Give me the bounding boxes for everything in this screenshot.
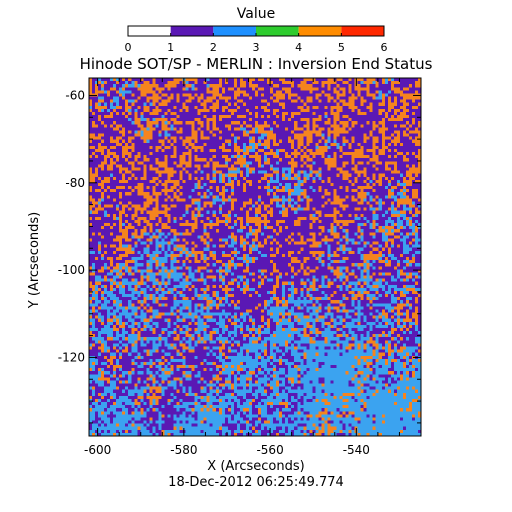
x-tick-label: -540 (343, 443, 370, 457)
inversion-status-image (89, 78, 421, 436)
colorbar-band (170, 26, 214, 36)
x-axis-label: X (Arcseconds) (207, 459, 304, 474)
y-tick-label: -60 (65, 88, 85, 102)
colorbar-tick-label: 2 (210, 41, 217, 54)
x-tick-label: -580 (170, 443, 197, 457)
colorbar-band (213, 26, 256, 36)
colorbar-tick-label: 5 (338, 41, 345, 54)
y-tick-label: -100 (58, 263, 85, 277)
x-tick-label: -600 (84, 443, 111, 457)
y-axis-label: Y (Arcseconds) (27, 212, 42, 309)
x-tick-label: -560 (256, 443, 283, 457)
y-tick-label: -80 (65, 176, 85, 190)
colorbar-tick-label: 4 (295, 41, 302, 54)
colorbar-tick-label: 0 (125, 41, 132, 54)
chart-title: Hinode SOT/SP - MERLIN : Inversion End S… (80, 55, 433, 73)
colorbar-band (128, 26, 171, 36)
colorbar-band (341, 26, 384, 36)
plot-frame (88, 77, 422, 437)
colorbar-band (298, 26, 342, 36)
colorbar-tick-label: 6 (381, 41, 388, 54)
plot-axes: -600 -580 -560 -540 -60 -80 -100 -120 (58, 77, 422, 457)
colorbar: 0 1 2 3 4 5 6 (125, 25, 388, 54)
timestamp-label: 18-Dec-2012 06:25:49.774 (168, 475, 344, 490)
y-tick-label: -120 (58, 350, 85, 364)
colorbar-tick-label: 3 (253, 41, 260, 54)
heatmap-image (89, 78, 421, 436)
colorbar-title: Value (237, 6, 275, 22)
colorbar-band (256, 26, 299, 36)
colorbar-tick-label: 1 (167, 41, 174, 54)
